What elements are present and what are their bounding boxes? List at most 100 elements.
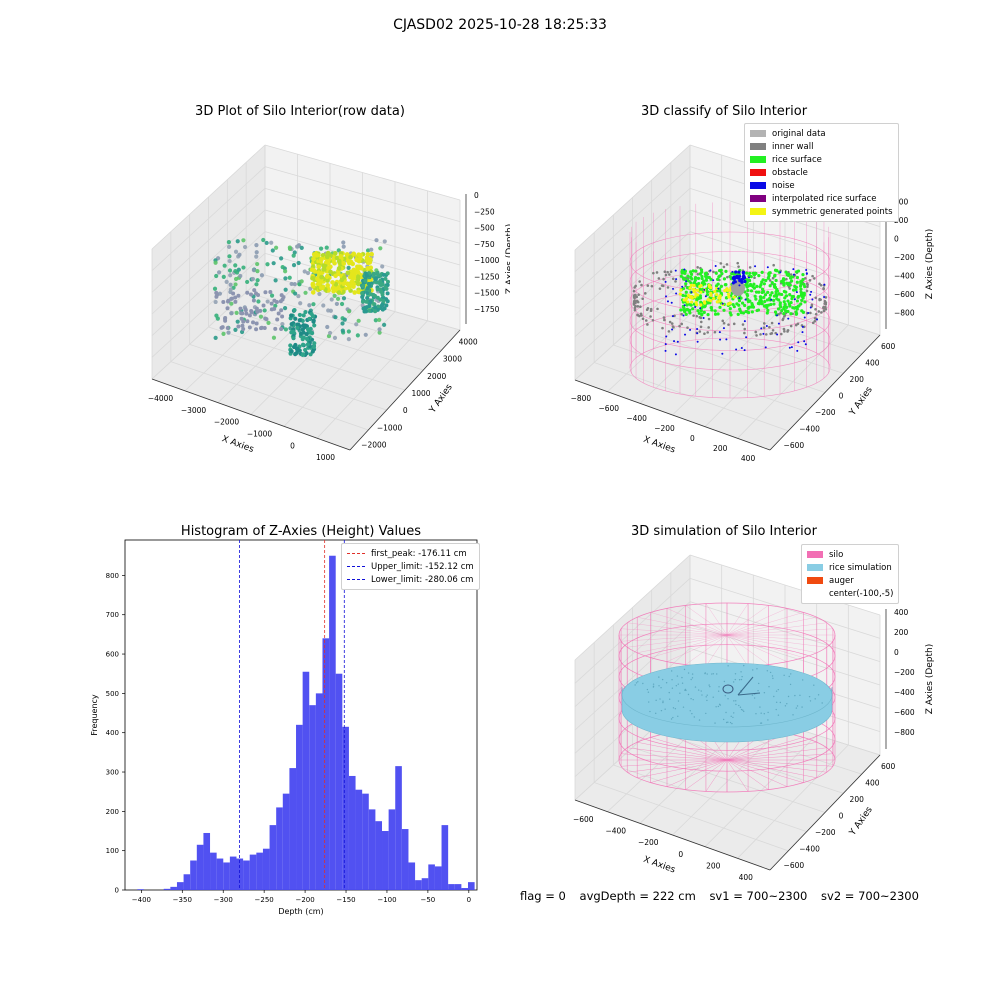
data-point xyxy=(364,309,369,314)
legend-label: noise xyxy=(772,180,795,191)
noise-point xyxy=(721,302,724,305)
data-point xyxy=(345,270,351,276)
legend-label: auger xyxy=(829,575,854,586)
z-tick-label: −800 xyxy=(894,309,915,318)
rice-surface-point xyxy=(681,293,685,298)
data-point xyxy=(380,301,385,306)
noise-point xyxy=(793,298,796,301)
inner-wall-point xyxy=(741,323,745,326)
rice-surface-point xyxy=(737,299,742,303)
z-tick-label: 400 xyxy=(894,197,909,206)
data-point xyxy=(335,296,341,301)
data-point xyxy=(266,320,271,325)
data-point xyxy=(233,299,238,304)
rice-simulation-point xyxy=(683,668,686,671)
histogram-bar xyxy=(382,831,389,890)
inner-wall-point xyxy=(762,322,766,325)
data-point xyxy=(345,258,351,264)
noise-point xyxy=(712,279,715,282)
noise-point xyxy=(816,318,819,321)
symmetric-point xyxy=(723,289,727,293)
inner-wall-point xyxy=(634,284,637,288)
rice-surface-point xyxy=(794,270,799,274)
data-point xyxy=(239,316,244,321)
inner-wall-point xyxy=(646,307,650,310)
rice-surface-point xyxy=(705,290,710,294)
data-point xyxy=(332,260,337,266)
histogram-bar xyxy=(262,848,270,890)
inner-wall-point xyxy=(788,287,791,290)
inner-wall-point xyxy=(768,279,772,282)
inner-wall-point xyxy=(678,324,681,328)
data-point xyxy=(225,325,230,330)
data-point xyxy=(377,317,382,322)
data-point xyxy=(376,304,381,309)
symmetric-point xyxy=(688,286,692,290)
y-tick-label: 0 xyxy=(403,406,408,415)
rice-simulation-point xyxy=(758,682,760,685)
data-point xyxy=(361,284,366,289)
symmetric-point xyxy=(718,294,722,298)
symmetric-point xyxy=(726,292,731,296)
data-point xyxy=(325,250,331,256)
rice-surface-point xyxy=(746,288,750,293)
rice-simulation-point xyxy=(757,690,759,692)
noise-point xyxy=(740,346,743,349)
data-point xyxy=(304,351,309,356)
data-point xyxy=(311,283,316,289)
rice-surface-point xyxy=(803,284,807,289)
z-tick-label: −200 xyxy=(894,253,915,262)
panel1-title: 3D Plot of Silo Interior(row data) xyxy=(195,104,405,119)
rice-surface-point xyxy=(782,305,787,309)
data-point xyxy=(255,278,260,283)
rice-simulation-point xyxy=(794,694,796,697)
rice-surface-point xyxy=(772,302,776,306)
rice-surface-point xyxy=(772,283,776,287)
rice-surface-point xyxy=(728,311,732,315)
legend-label: original data xyxy=(772,128,826,139)
data-point xyxy=(364,273,369,278)
legend-label: center(-100,-5) xyxy=(829,588,894,599)
legend-entry: interpolated rice surface xyxy=(750,192,893,205)
rice-surface-point xyxy=(716,312,720,316)
data-point xyxy=(279,326,284,331)
data-point xyxy=(377,327,382,332)
data-point xyxy=(344,252,350,257)
rice-simulation-point xyxy=(711,673,713,675)
rice-surface-point xyxy=(694,269,698,273)
grid-line xyxy=(151,144,266,250)
noise-point xyxy=(809,293,812,296)
data-point xyxy=(341,244,346,249)
rice-simulation-point xyxy=(801,706,803,708)
data-point xyxy=(325,261,331,266)
rice-simulation-point xyxy=(730,715,732,718)
data-point xyxy=(341,261,347,266)
histogram-bar xyxy=(322,638,330,890)
legend-label: inner wall xyxy=(772,141,814,152)
symmetric-point xyxy=(715,292,719,297)
rice-simulation-point xyxy=(739,706,742,708)
noise-point xyxy=(696,332,699,335)
rice-simulation-point xyxy=(642,682,644,685)
rice-simulation-point xyxy=(759,706,761,708)
data-point xyxy=(283,287,288,292)
rice-simulation-point xyxy=(821,702,823,704)
data-point xyxy=(212,286,218,291)
rice-simulation-point xyxy=(676,675,679,677)
legend-swatch xyxy=(807,577,823,584)
rice-simulation-point xyxy=(635,682,638,684)
rice-simulation-point xyxy=(658,685,660,687)
rice-surface-point xyxy=(762,282,766,286)
rice-simulation-point xyxy=(775,690,778,692)
rice-surface-point xyxy=(799,287,803,291)
noise-point xyxy=(801,331,804,334)
data-point xyxy=(336,258,342,264)
data-point xyxy=(302,269,307,274)
inner-wall-point xyxy=(634,301,637,305)
noise-point xyxy=(804,343,807,346)
panel1-3d-plot: −4000−3000−2000−100001000−2000−100001000… xyxy=(148,144,510,462)
data-point xyxy=(309,311,314,317)
legend-swatch xyxy=(807,551,823,558)
legend-swatch xyxy=(750,130,766,137)
data-point xyxy=(381,298,386,303)
